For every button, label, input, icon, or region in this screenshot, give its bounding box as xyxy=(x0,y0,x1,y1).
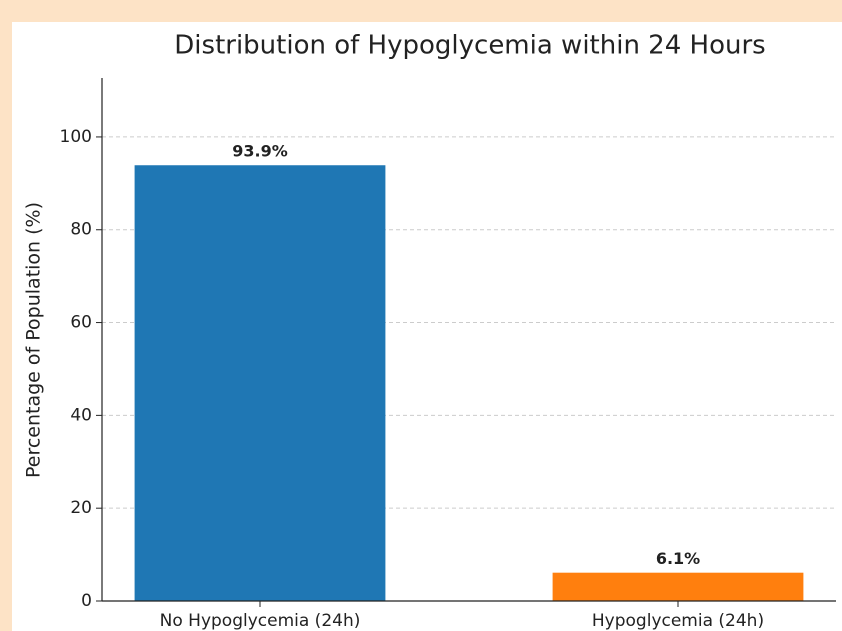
y-tick-label: 100 xyxy=(60,127,92,147)
y-tick-label: 80 xyxy=(70,220,92,240)
y-tick-label: 60 xyxy=(70,313,92,333)
bar xyxy=(552,572,804,601)
y-tick-label: 0 xyxy=(81,591,92,611)
value-label: 93.9% xyxy=(232,142,288,161)
bar xyxy=(134,165,386,601)
y-tick-label: 20 xyxy=(70,498,92,518)
y-axis-label: Percentage of Population (%) xyxy=(23,202,45,478)
chart-title: Distribution of Hypoglycemia within 24 H… xyxy=(174,31,765,61)
y-tick-label: 40 xyxy=(70,405,92,425)
x-tick-label: No Hypoglycemia (24h) xyxy=(160,611,361,631)
x-tick-label: Hypoglycemia (24h) xyxy=(592,611,764,631)
value-label: 6.1% xyxy=(656,549,700,568)
